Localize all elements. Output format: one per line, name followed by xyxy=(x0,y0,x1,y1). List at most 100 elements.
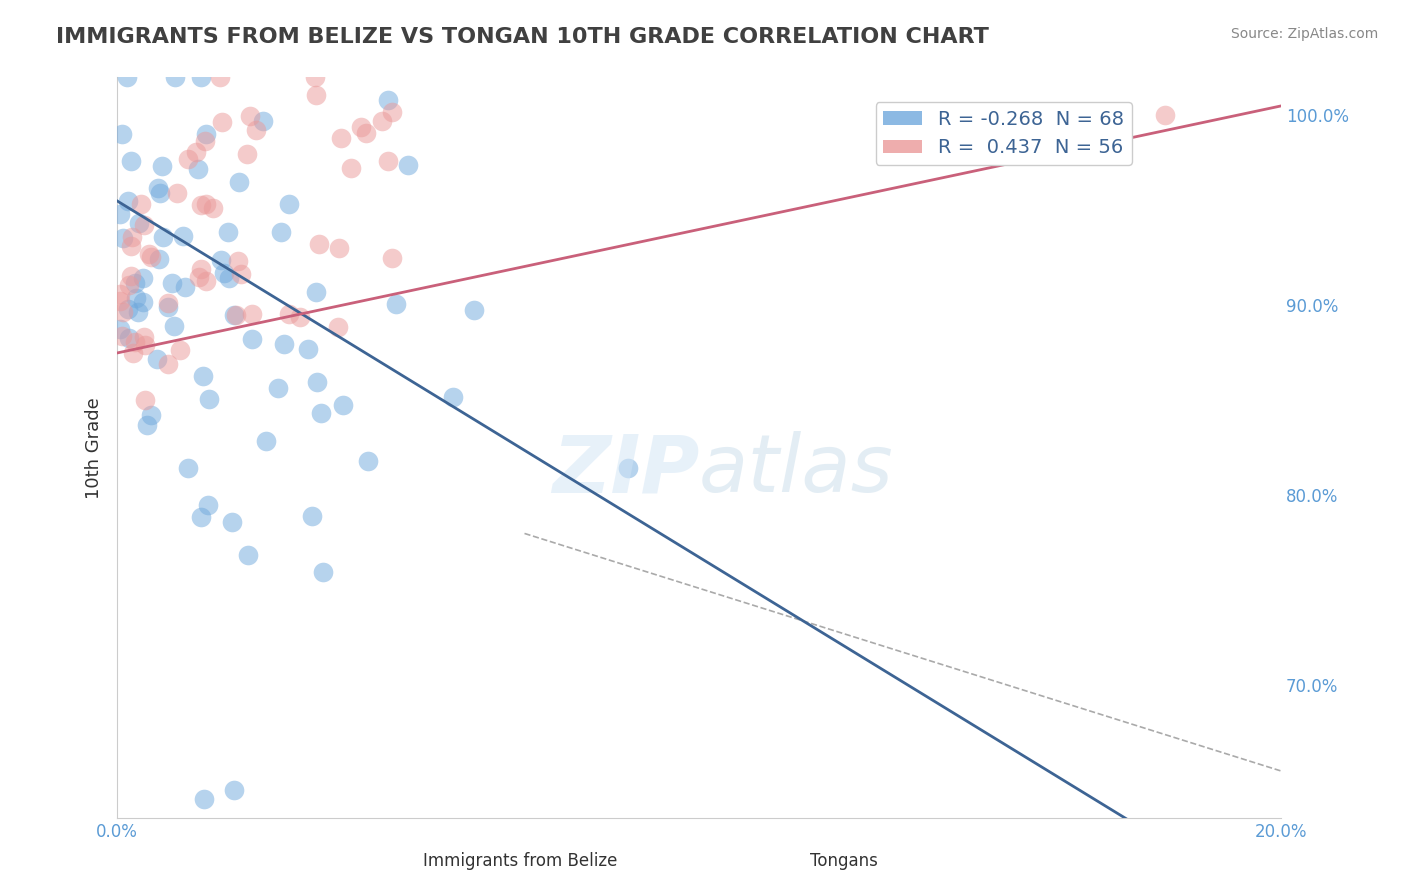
Tongans xyxy=(187,270,209,285)
Immigrants from Belize xyxy=(111,127,134,141)
Immigrants from Belize xyxy=(236,549,259,563)
Tongans xyxy=(138,247,160,261)
Immigrants from Belize xyxy=(132,295,155,310)
Tongans xyxy=(124,334,146,349)
Immigrants from Belize xyxy=(377,93,399,107)
Immigrants from Belize xyxy=(125,291,148,305)
Immigrants from Belize xyxy=(212,266,235,280)
Immigrants from Belize xyxy=(115,70,138,85)
Immigrants from Belize xyxy=(165,70,187,85)
Immigrants from Belize xyxy=(209,252,232,267)
Immigrants from Belize xyxy=(128,216,150,230)
Tongans xyxy=(166,186,188,200)
Immigrants from Belize xyxy=(307,375,329,389)
Immigrants from Belize xyxy=(120,154,142,169)
Immigrants from Belize xyxy=(309,407,332,421)
Tongans xyxy=(194,134,217,148)
Immigrants from Belize xyxy=(218,271,240,285)
Y-axis label: 10th Grade: 10th Grade xyxy=(86,397,103,499)
Immigrants from Belize xyxy=(441,390,464,404)
Immigrants from Belize xyxy=(108,207,131,221)
Tongans xyxy=(239,109,262,123)
Immigrants from Belize xyxy=(217,225,239,239)
Legend: R = -0.268  N = 68, R =  0.437  N = 56: R = -0.268 N = 68, R = 0.437 N = 56 xyxy=(876,102,1132,165)
Tongans xyxy=(211,115,233,129)
Tongans xyxy=(190,198,212,212)
Tongans xyxy=(129,197,152,211)
Immigrants from Belize xyxy=(190,70,212,85)
Immigrants from Belize xyxy=(357,454,380,468)
Tongans xyxy=(240,307,263,321)
Tongans xyxy=(278,308,301,322)
Tongans xyxy=(110,293,132,308)
Immigrants from Belize xyxy=(332,398,354,412)
Tongans xyxy=(231,267,253,281)
Tongans xyxy=(1153,108,1175,122)
Tongans xyxy=(120,238,142,252)
Immigrants from Belize xyxy=(305,285,328,300)
Immigrants from Belize xyxy=(197,498,219,512)
Tongans xyxy=(194,197,217,211)
Text: Immigrants from Belize: Immigrants from Belize xyxy=(423,852,617,870)
Text: ZIP: ZIP xyxy=(551,431,699,509)
Immigrants from Belize xyxy=(124,276,146,290)
Tongans xyxy=(371,114,394,128)
Tongans xyxy=(381,252,404,266)
Immigrants from Belize xyxy=(146,352,169,367)
Tongans xyxy=(177,153,200,167)
Tongans xyxy=(120,268,142,283)
Tongans xyxy=(134,393,156,408)
Tongans xyxy=(111,329,134,343)
Tongans xyxy=(169,343,191,358)
Immigrants from Belize xyxy=(198,392,221,406)
Tongans xyxy=(184,145,207,159)
Tongans xyxy=(329,131,352,145)
Tongans xyxy=(121,230,143,244)
Immigrants from Belize xyxy=(117,301,139,316)
Immigrants from Belize xyxy=(177,460,200,475)
Immigrants from Belize xyxy=(191,369,214,384)
Tongans xyxy=(354,126,377,140)
Tongans xyxy=(202,201,225,215)
Immigrants from Belize xyxy=(174,280,197,294)
Tongans xyxy=(132,330,155,344)
Tongans xyxy=(235,147,257,161)
Tongans xyxy=(328,241,350,255)
Immigrants from Belize xyxy=(146,181,169,195)
Immigrants from Belize xyxy=(162,319,184,334)
Tongans xyxy=(118,278,141,293)
Immigrants from Belize xyxy=(148,252,170,266)
Immigrants from Belize xyxy=(273,336,295,351)
Immigrants from Belize xyxy=(190,509,212,524)
Immigrants from Belize xyxy=(135,417,157,432)
Immigrants from Belize xyxy=(186,161,208,176)
Text: IMMIGRANTS FROM BELIZE VS TONGAN 10TH GRADE CORRELATION CHART: IMMIGRANTS FROM BELIZE VS TONGAN 10TH GR… xyxy=(56,27,988,46)
Immigrants from Belize xyxy=(150,159,173,173)
Tongans xyxy=(245,123,267,137)
Immigrants from Belize xyxy=(127,305,149,319)
Immigrants from Belize xyxy=(195,128,218,142)
Immigrants from Belize xyxy=(254,434,277,448)
Tongans xyxy=(122,346,145,360)
Immigrants from Belize xyxy=(117,331,139,345)
Immigrants from Belize xyxy=(301,508,323,523)
Immigrants from Belize xyxy=(108,322,131,336)
Text: atlas: atlas xyxy=(699,431,894,509)
Immigrants from Belize xyxy=(240,332,263,346)
Immigrants from Belize xyxy=(160,276,183,290)
Immigrants from Belize xyxy=(117,194,139,209)
Tongans xyxy=(308,236,330,251)
Immigrants from Belize xyxy=(270,225,292,239)
Immigrants from Belize xyxy=(228,175,250,189)
Immigrants from Belize xyxy=(172,229,194,244)
Tongans xyxy=(328,320,350,334)
Text: Tongans: Tongans xyxy=(810,852,877,870)
Immigrants from Belize xyxy=(617,460,640,475)
Immigrants from Belize xyxy=(222,308,245,322)
Tongans xyxy=(377,153,399,168)
Tongans xyxy=(190,261,212,276)
Tongans xyxy=(139,250,162,264)
Tongans xyxy=(157,358,180,372)
Immigrants from Belize xyxy=(252,114,274,128)
Immigrants from Belize xyxy=(267,380,290,394)
